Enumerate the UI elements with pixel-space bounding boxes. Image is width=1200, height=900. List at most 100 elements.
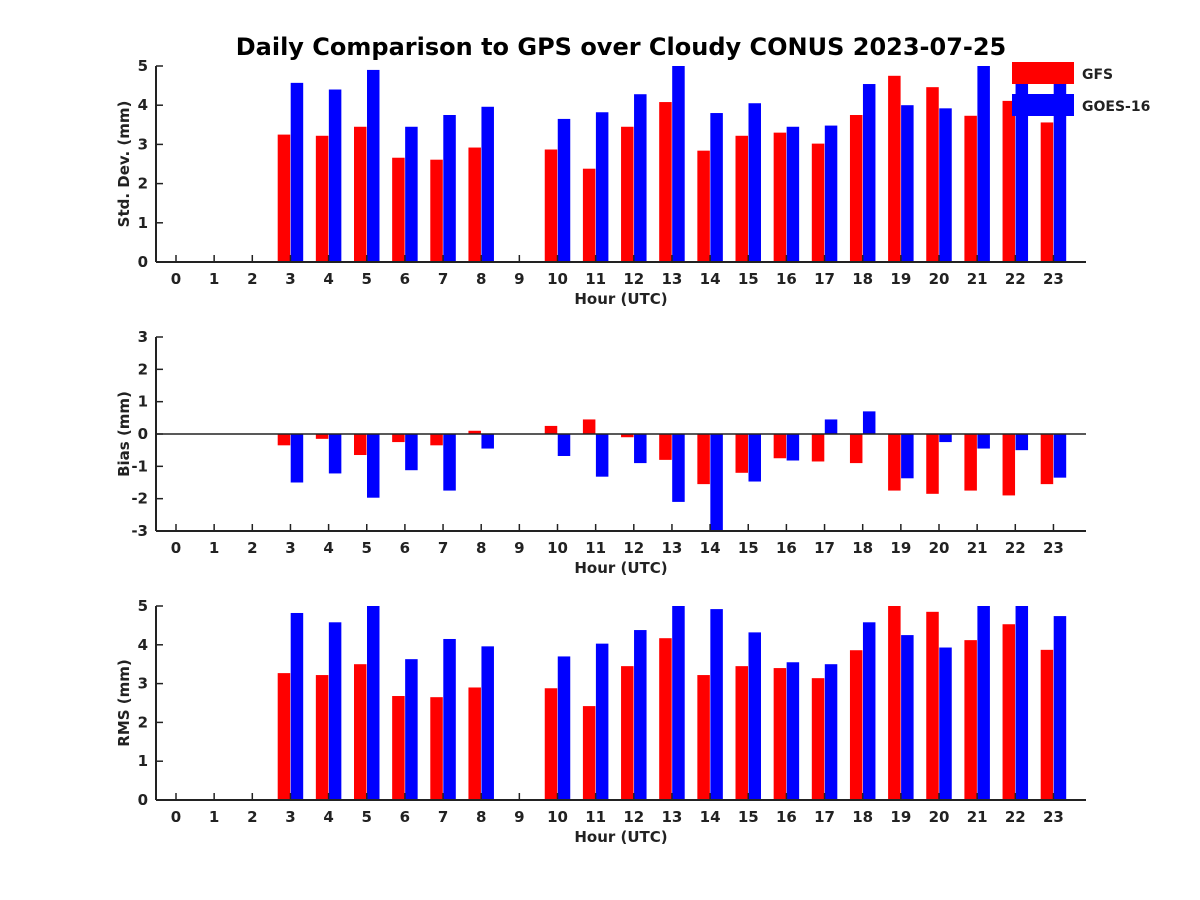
x-tick-label: 19 — [890, 808, 911, 826]
x-tick-label: 8 — [476, 539, 486, 557]
y-tick-label: 5 — [138, 597, 148, 615]
x-tick-label: 7 — [438, 539, 448, 557]
bar-gfs-hour-10 — [544, 149, 558, 262]
bar-goes-16-hour-10 — [557, 118, 571, 262]
bar-gfs-hour-15 — [735, 135, 748, 262]
x-tick-label: 13 — [662, 539, 683, 557]
y-tick-label: -1 — [131, 457, 148, 475]
bar-gfs-hour-14 — [697, 150, 710, 262]
x-tick-label: 10 — [547, 270, 568, 288]
x-tick-label: 15 — [738, 539, 759, 557]
bar-goes-16-hour-16 — [786, 662, 800, 800]
bar-goes-16-hour-6 — [405, 126, 418, 262]
x-tick-label: 9 — [514, 808, 524, 826]
bar-gfs-hour-22 — [1002, 434, 1016, 496]
x-tick-label: 19 — [890, 270, 911, 288]
x-tick-label: 4 — [323, 270, 333, 288]
bar-goes-16-hour-17 — [824, 419, 838, 434]
bar-goes-16-hour-18 — [862, 622, 876, 800]
bar-goes-16-hour-7 — [443, 434, 456, 491]
x-tick-label: 7 — [438, 808, 448, 826]
bar-goes-16-hour-6 — [405, 434, 418, 471]
x-tick-label: 6 — [400, 270, 410, 288]
x-tick-label: 15 — [738, 270, 759, 288]
x-tick-label: 14 — [700, 808, 721, 826]
bar-gfs-hour-17 — [811, 143, 825, 262]
bar-gfs-hour-23 — [1040, 434, 1054, 485]
x-tick-label: 16 — [776, 270, 797, 288]
bar-gfs-hour-13 — [659, 434, 672, 460]
bar-gfs-hour-10 — [544, 425, 558, 434]
y-axis-label: Std. Dev. (mm) — [115, 101, 133, 228]
bar-goes-16-hour-19 — [901, 635, 914, 800]
bar-gfs-hour-11 — [582, 706, 596, 800]
y-tick-label: 5 — [138, 57, 148, 75]
x-tick-label: 6 — [400, 808, 410, 826]
bar-goes-16-hour-21 — [977, 606, 990, 800]
bar-goes-16-hour-20 — [939, 434, 952, 443]
x-tick-label: 3 — [285, 808, 295, 826]
bar-goes-16-hour-16 — [786, 434, 800, 461]
bar-goes-16-hour-3 — [290, 612, 304, 800]
x-tick-label: 10 — [547, 808, 568, 826]
bar-goes-16-hour-7 — [443, 115, 456, 262]
bar-goes-16-hour-16 — [786, 126, 800, 262]
bar-gfs-hour-17 — [811, 678, 825, 800]
x-tick-label: 16 — [776, 539, 797, 557]
x-tick-label: 21 — [967, 270, 988, 288]
bar-gfs-hour-19 — [888, 606, 901, 800]
x-tick-label: 11 — [585, 539, 606, 557]
bar-gfs-hour-3 — [277, 134, 291, 262]
x-tick-label: 3 — [285, 539, 295, 557]
bar-gfs-hour-11 — [582, 419, 596, 434]
x-tick-label: 1 — [209, 539, 219, 557]
y-tick-label: 0 — [138, 425, 148, 443]
x-tick-label: 22 — [1005, 808, 1026, 826]
bar-gfs-hour-23 — [1040, 122, 1054, 262]
x-tick-label: 17 — [814, 808, 835, 826]
bar-gfs-hour-15 — [735, 434, 748, 473]
bar-gfs-hour-16 — [773, 668, 787, 800]
x-tick-label: 8 — [476, 270, 486, 288]
bar-gfs-hour-13 — [659, 638, 672, 800]
y-tick-label: 0 — [138, 791, 148, 809]
x-tick-label: 0 — [171, 539, 181, 557]
bar-gfs-hour-16 — [773, 132, 787, 262]
x-tick-label: 23 — [1043, 539, 1064, 557]
bar-gfs-hour-12 — [621, 126, 634, 262]
bar-goes-16-hour-14 — [710, 609, 723, 800]
bar-gfs-hour-22 — [1002, 624, 1016, 800]
bar-gfs-hour-3 — [277, 673, 291, 800]
x-tick-label: 12 — [623, 808, 644, 826]
bar-goes-16-hour-5 — [367, 434, 380, 498]
chart-title: Daily Comparison to GPS over Cloudy CONU… — [236, 33, 1007, 61]
bar-goes-16-hour-17 — [824, 664, 838, 800]
bar-gfs-hour-23 — [1040, 649, 1054, 800]
x-tick-label: 20 — [929, 270, 950, 288]
bar-gfs-hour-18 — [849, 434, 863, 464]
x-tick-label: 0 — [171, 808, 181, 826]
bar-gfs-hour-4 — [315, 434, 329, 439]
bar-goes-16-hour-18 — [862, 411, 876, 434]
x-tick-label: 10 — [547, 539, 568, 557]
x-tick-label: 17 — [814, 270, 835, 288]
y-tick-label: 4 — [138, 636, 148, 654]
bar-gfs-hour-19 — [888, 75, 901, 262]
y-tick-label: 2 — [138, 175, 148, 193]
x-tick-label: 20 — [929, 808, 950, 826]
bar-gfs-hour-4 — [315, 135, 329, 262]
bar-gfs-hour-5 — [354, 434, 367, 456]
x-tick-label: 18 — [852, 808, 873, 826]
bar-goes-16-hour-22 — [1015, 434, 1029, 451]
y-tick-label: 0 — [138, 253, 148, 271]
x-tick-label: 18 — [852, 539, 873, 557]
y-tick-label: 2 — [138, 360, 148, 378]
x-tick-label: 9 — [514, 270, 524, 288]
y-tick-label: 4 — [138, 96, 148, 114]
x-tick-label: 2 — [247, 270, 257, 288]
bar-gfs-hour-15 — [735, 666, 748, 800]
bar-gfs-hour-20 — [926, 434, 939, 494]
